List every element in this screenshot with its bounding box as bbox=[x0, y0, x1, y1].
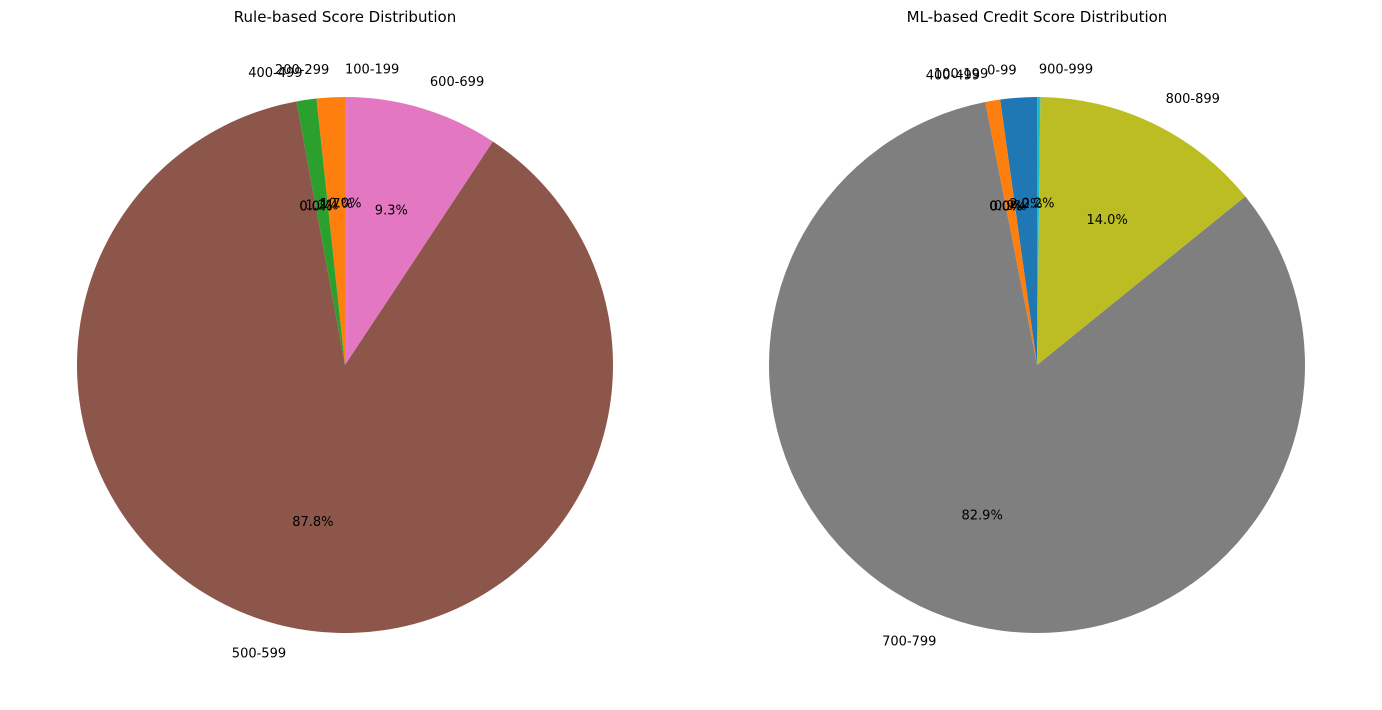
ml-based-slice-7 bbox=[769, 102, 1306, 634]
ml-based-category-label-0: 0-99 bbox=[987, 63, 1017, 78]
rule-based-category-label-1: 200-299 bbox=[275, 63, 329, 78]
ml-based-pct-label-6: 0.0% bbox=[989, 200, 1022, 215]
rule-based-pct-label-4: 0.0% bbox=[299, 199, 332, 214]
rule-based-category-label-5: 500-599 bbox=[232, 646, 286, 661]
ml-based-slice-9 bbox=[1037, 96, 1041, 365]
ml-based-pct-label-3: 0.0% bbox=[989, 200, 1022, 215]
ml-based-category-label-7: 700-799 bbox=[882, 635, 936, 650]
ml-based-pct-label-4: 0.0% bbox=[989, 200, 1022, 215]
ml-based-pct-label-8: 14.0% bbox=[1087, 213, 1128, 228]
rule-based-pct-label-5: 87.8% bbox=[292, 515, 333, 530]
ml-based-category-label-9: 900-999 bbox=[1039, 63, 1093, 78]
rule-based-slice-1 bbox=[316, 97, 345, 365]
rule-based-slices bbox=[77, 97, 614, 634]
ml-based-pct-label-0: 2.2% bbox=[1009, 197, 1042, 212]
rule-based-pie-chart: Rule-based Score Distribution 0.0% 100-19… bbox=[77, 8, 614, 662]
rule-based-pct-label-0: 0.0% bbox=[328, 197, 361, 212]
ml-based-pct-label-5: 0.0% bbox=[989, 200, 1022, 215]
rule-based-labels: 0.0%100-1991.7%200-2991.2%400-4990.0%0.0… bbox=[232, 63, 484, 662]
rule-based-chart-title: Rule-based Score Distribution bbox=[234, 8, 456, 26]
rule-based-pct-label-1: 1.7% bbox=[320, 197, 353, 212]
rule-based-pct-label-3: 0.0% bbox=[299, 199, 332, 214]
ml-based-category-label-1: 100-199 bbox=[934, 67, 988, 82]
ml-based-pct-label-9: 0.2% bbox=[1021, 197, 1054, 212]
rule-based-category-label-0: 100-199 bbox=[345, 63, 399, 78]
rule-based-slice-2 bbox=[296, 98, 345, 365]
ml-based-pct-label-7: 82.9% bbox=[962, 509, 1003, 524]
ml-based-slice-1 bbox=[985, 99, 1037, 366]
rule-based-pct-label-2: 1.2% bbox=[305, 198, 338, 213]
rule-based-pct-label-6: 9.3% bbox=[375, 204, 408, 219]
ml-based-slice-0 bbox=[1000, 97, 1037, 365]
ml-based-category-label-4: 400-499 bbox=[926, 68, 980, 83]
ml-based-category-label-8: 800-899 bbox=[1166, 92, 1220, 107]
rule-based-category-label-6: 600-699 bbox=[430, 75, 484, 90]
rule-based-slice-6 bbox=[345, 97, 493, 365]
rule-based-slice-5 bbox=[77, 101, 614, 634]
ml-based-slices bbox=[769, 96, 1306, 634]
ml-based-chart-title: ML-based Credit Score Distribution bbox=[907, 8, 1168, 26]
ml-based-pct-label-1: 0.9% bbox=[994, 199, 1027, 214]
ml-based-slice-8 bbox=[1037, 97, 1246, 366]
ml-based-labels: 2.2%0-990.9%100-1990.0%0.0%0.0%400-4990.… bbox=[882, 63, 1220, 650]
ml-based-pct-label-2: 0.0% bbox=[989, 200, 1022, 215]
rule-based-category-label-2: 400-499 bbox=[248, 66, 302, 81]
ml-based-pie-chart: ML-based Credit Score Distribution 2.2%0… bbox=[769, 8, 1306, 650]
